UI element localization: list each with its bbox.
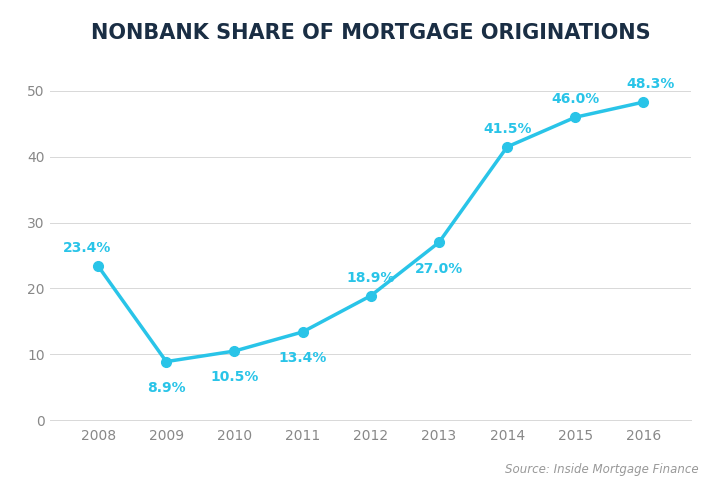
Text: 41.5%: 41.5% bbox=[483, 122, 531, 136]
Text: 23.4%: 23.4% bbox=[63, 241, 111, 255]
Text: 48.3%: 48.3% bbox=[626, 77, 675, 91]
Text: 27.0%: 27.0% bbox=[415, 262, 463, 276]
Text: 18.9%: 18.9% bbox=[346, 270, 395, 284]
Text: 8.9%: 8.9% bbox=[147, 381, 186, 395]
Text: 13.4%: 13.4% bbox=[279, 352, 327, 366]
Text: 10.5%: 10.5% bbox=[210, 370, 258, 384]
Title: NONBANK SHARE OF MORTGAGE ORIGINATIONS: NONBANK SHARE OF MORTGAGE ORIGINATIONS bbox=[91, 23, 651, 43]
Text: 46.0%: 46.0% bbox=[552, 92, 600, 106]
Text: Source: Inside Mortgage Finance: Source: Inside Mortgage Finance bbox=[505, 463, 698, 476]
